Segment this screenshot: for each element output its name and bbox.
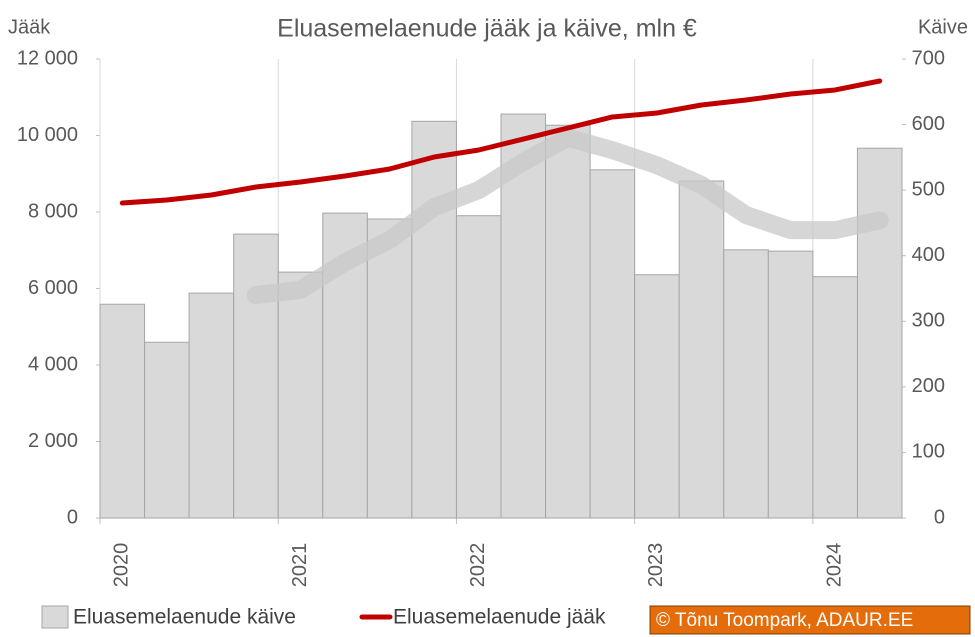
x-tick-label: 2021: [289, 543, 311, 588]
bar: [99, 303, 146, 519]
bar: [411, 120, 457, 519]
y-tick-label: 12 000: [17, 47, 78, 69]
x-tick-label: 2022: [467, 543, 489, 588]
credit: © Tõnu Toompark, ADAUR.EE: [656, 610, 913, 631]
trend-line: [246, 128, 889, 305]
y-tick-label: 10 000: [17, 124, 78, 146]
y2-tick-label: 400: [912, 244, 945, 266]
legend-label: Eluasemelaenude jääk: [393, 606, 606, 629]
y2-tick-label: 700: [912, 47, 945, 69]
bar: [188, 292, 235, 519]
y-tick-label: 4 000: [28, 353, 78, 375]
line: [119, 78, 883, 206]
chart-title: Eluasemelaenude jääk ja käive, mln €: [277, 15, 697, 43]
bar: [277, 271, 324, 519]
legend-swatch: [41, 605, 69, 629]
x-tick-label: 2024: [823, 543, 845, 588]
bar: [678, 180, 725, 519]
y2-tick-label: 600: [912, 113, 945, 135]
bar: [144, 341, 190, 519]
y2-tick-label: 500: [912, 178, 945, 200]
bar: [767, 250, 814, 519]
y2-tick-label: 200: [912, 375, 945, 397]
y2-tick-label: 300: [912, 310, 945, 332]
y-tick-label: 0: [67, 506, 78, 528]
x-tick-label: 2023: [645, 543, 667, 588]
x-tick-label: 2020: [111, 543, 133, 588]
bar: [589, 169, 636, 519]
bar: [723, 249, 769, 519]
bar: [366, 218, 413, 519]
y-tick-label: 2 000: [28, 430, 78, 452]
credit-box: [649, 605, 971, 635]
bar: [856, 147, 903, 519]
y-tick-label: 8 000: [28, 200, 78, 222]
y2-axis-title: Käive: [918, 16, 968, 38]
legend-label: Eluasemelaenude käive: [73, 606, 296, 629]
bar: [455, 215, 502, 519]
bar: [233, 233, 279, 519]
bar: [812, 276, 858, 519]
y-tick-label: 6 000: [28, 277, 78, 299]
bar: [634, 274, 680, 519]
y2-tick-label: 0: [934, 506, 945, 528]
y-axis-title: Jääk: [8, 16, 51, 38]
bar: [545, 124, 591, 519]
y2-tick-label: 100: [912, 441, 945, 463]
